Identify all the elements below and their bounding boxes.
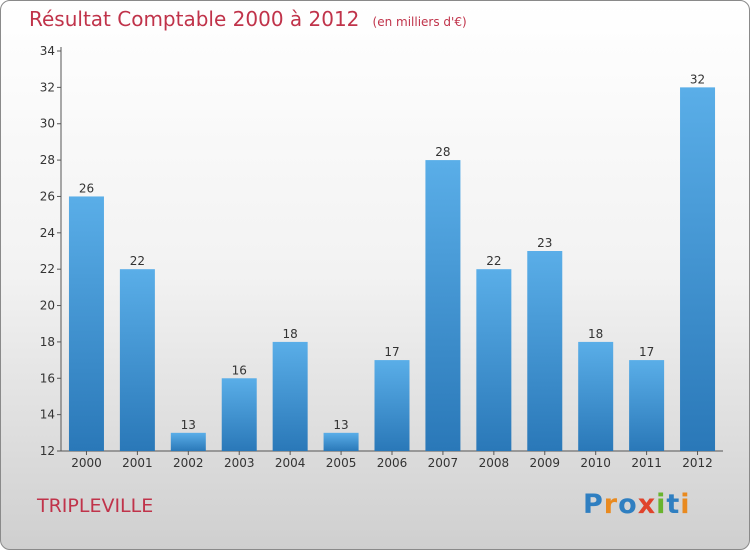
data-label: 17	[384, 345, 399, 359]
logo-letter: i	[680, 489, 691, 520]
logo-letter: P	[583, 489, 604, 520]
data-label: 18	[283, 327, 298, 341]
y-tick-label: 18	[40, 335, 55, 349]
y-tick-label: 16	[40, 371, 55, 385]
logo-letter: t	[666, 489, 681, 520]
bar	[476, 269, 512, 451]
y-tick-label: 34	[40, 44, 55, 58]
data-label: 28	[435, 145, 450, 159]
data-label: 18	[588, 327, 603, 341]
x-tick-label: 2007	[428, 456, 459, 470]
chart-title: Résultat Comptable 2000 à 2012	[29, 7, 360, 31]
x-tick-label: 2000	[71, 456, 102, 470]
logo-letter: i	[656, 489, 667, 520]
data-label: 22	[486, 254, 501, 268]
bar	[578, 341, 614, 451]
bar	[323, 432, 359, 451]
x-tick-label: 2005	[326, 456, 357, 470]
x-tick-label: 2011	[631, 456, 662, 470]
proxiti-logo: Proxiti	[583, 489, 691, 520]
x-tick-label: 2001	[122, 456, 153, 470]
bar	[629, 360, 665, 451]
data-label: 32	[690, 72, 705, 86]
data-label: 22	[130, 254, 145, 268]
bar	[221, 378, 257, 451]
y-tick-label: 28	[40, 153, 55, 167]
bar	[272, 341, 308, 451]
x-tick-label: 2006	[377, 456, 408, 470]
y-tick-label: 20	[40, 299, 55, 313]
logo-letter: x	[637, 489, 657, 520]
data-label: 16	[232, 363, 247, 377]
bar	[68, 196, 104, 451]
x-tick-label: 2002	[173, 456, 204, 470]
data-label: 13	[333, 418, 348, 432]
data-label: 26	[79, 181, 94, 195]
x-tick-label: 2012	[682, 456, 713, 470]
bar	[527, 251, 563, 451]
commune-name: TRIPLEVILLE	[37, 495, 154, 517]
y-tick-label: 14	[40, 408, 55, 422]
data-label: 17	[639, 345, 654, 359]
chart-title-line: Résultat Comptable 2000 à 2012 (en milli…	[29, 7, 467, 31]
logo-letter: r	[603, 489, 619, 520]
chart-subtitle: (en milliers d'€)	[372, 15, 467, 29]
bar	[119, 269, 155, 451]
bar	[170, 432, 206, 451]
y-tick-label: 26	[40, 189, 55, 203]
y-tick-label: 30	[40, 117, 55, 131]
bar	[425, 160, 461, 451]
logo-letter: o	[618, 489, 638, 520]
x-tick-label: 2010	[580, 456, 611, 470]
bar	[680, 87, 716, 451]
x-tick-label: 2009	[529, 456, 560, 470]
x-tick-label: 2008	[479, 456, 510, 470]
y-tick-label: 22	[40, 262, 55, 276]
y-tick-label: 24	[40, 226, 55, 240]
y-tick-label: 12	[40, 444, 55, 458]
x-tick-label: 2004	[275, 456, 306, 470]
x-tick-label: 2003	[224, 456, 255, 470]
y-tick-label: 32	[40, 80, 55, 94]
data-label: 13	[181, 418, 196, 432]
data-label: 23	[537, 236, 552, 250]
bar	[374, 360, 410, 451]
